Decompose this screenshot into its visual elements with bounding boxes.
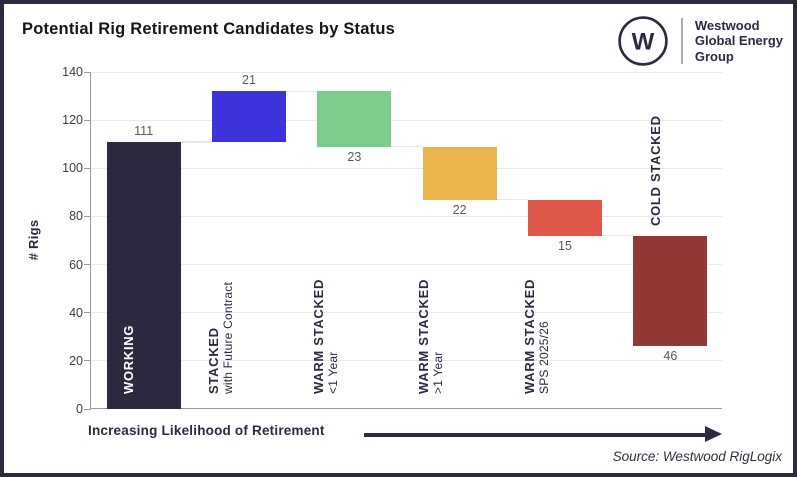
category-label-main: STACKED (205, 327, 221, 394)
page-title: Potential Rig Retirement Candidates by S… (22, 20, 395, 38)
y-tick-label: 0 (76, 402, 83, 416)
gridline (91, 215, 722, 217)
value-label: 22 (452, 202, 467, 217)
value-label: 111 (134, 123, 154, 138)
y-tick-mark (84, 215, 91, 217)
category-label-main: WARM STACKED (310, 278, 326, 394)
plot-area: 0 20 40 60 80 100 120 140 111 WORKING 21 STACKED wit… (62, 65, 722, 416)
bar-stacked (212, 91, 286, 142)
westwood-monogram-icon: W (618, 16, 669, 66)
category-label-sub: <1 Year (325, 351, 340, 394)
arrow-shaft (364, 433, 708, 437)
gridline (91, 71, 722, 73)
logo-name-line-3: Group (694, 48, 734, 64)
y-tick-mark (84, 119, 91, 121)
gridline (91, 312, 722, 314)
y-tick-mark (84, 312, 91, 314)
gridline (91, 360, 722, 362)
gridline (91, 119, 722, 121)
value-label: 21 (242, 73, 256, 88)
category-label-sub: with Future Contract (220, 281, 235, 394)
bar-cold-stacked (633, 235, 708, 347)
category-label: WARM STACKED >1 Year (416, 279, 445, 394)
arrow-head (705, 426, 722, 442)
connector-line (602, 234, 634, 237)
category-label-sub: >1 Year (431, 351, 446, 394)
y-tick-mark (84, 360, 91, 362)
gridline (91, 167, 722, 169)
monogram-letter: W (632, 29, 655, 56)
y-tick-label: 20 (69, 353, 83, 368)
category-label: WARM STACKED SPS 2025/26 (522, 279, 551, 394)
bar-warm-stacked (317, 91, 392, 147)
category-label: WARM STACKED <1 Year (311, 279, 340, 394)
source-credit: Source: Westwood RigLogix (612, 449, 782, 464)
category-label: WORKING (121, 325, 136, 394)
bar-working (106, 141, 181, 409)
connector-line (496, 198, 528, 201)
y-tick-label: 140 (62, 65, 83, 79)
y-tick-label: 40 (69, 305, 83, 320)
bar-warm-stacked (422, 146, 497, 200)
y-tick-label: 100 (62, 161, 83, 176)
logo-name-line-1: Westwood (694, 17, 760, 33)
connector-line (391, 145, 423, 148)
connector-line (180, 141, 212, 143)
category-label-sub: SPS 2025/26 (536, 321, 551, 394)
category-label-main: WARM STACKED (416, 278, 432, 394)
category-label-main: WARM STACKED (521, 278, 537, 394)
y-tick-label: 60 (69, 257, 83, 272)
value-label: 23 (347, 149, 362, 164)
logo-name-line-2: Global Energy (694, 33, 783, 49)
category-label: COLD STACKED (648, 115, 663, 226)
y-tick-mark (84, 264, 91, 266)
category-label-main: COLD STACKED (647, 114, 663, 226)
y-tick-label: 120 (62, 113, 83, 128)
increasing-retirement-arrow-icon (364, 426, 722, 443)
bar-warm-stacked (528, 199, 602, 236)
y-tick-mark (84, 71, 91, 73)
value-label: 15 (558, 238, 572, 253)
category-label: STACKED with Future Contract (206, 282, 235, 394)
connector-line (286, 90, 318, 92)
logo-company-name: Westwood Global Energy Group (695, 18, 783, 65)
gridline (91, 264, 722, 266)
y-tick-label: 80 (69, 209, 83, 224)
y-tick-mark (84, 408, 91, 410)
x-axis-annotation: Increasing Likelihood of Retirement (88, 423, 325, 438)
value-label: 46 (663, 349, 678, 364)
category-label-main: WORKING (121, 324, 137, 394)
y-tick-mark (84, 167, 91, 169)
westwood-logo: W Westwood Global Energy Group (617, 14, 783, 68)
logo-divider (681, 18, 683, 64)
